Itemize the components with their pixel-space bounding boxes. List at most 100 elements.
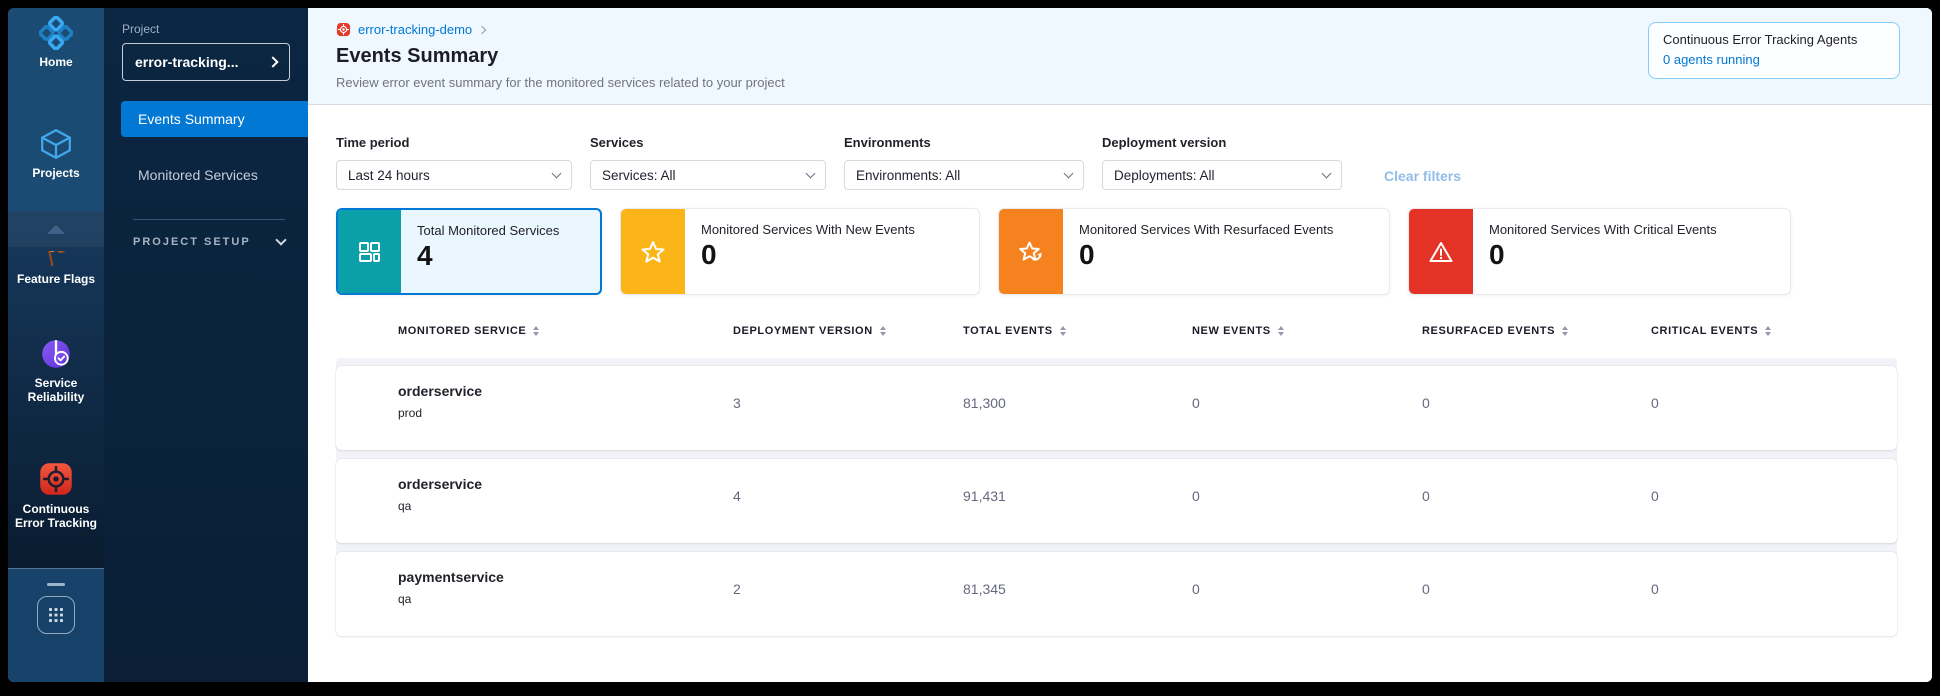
sidebar-module-label: Feature Flags <box>16 272 96 286</box>
cell-deployment-version: 2 <box>733 581 741 597</box>
rail-top-section: Home Projects <box>8 8 104 211</box>
events-table: MONITORED SERVICE DEPLOYMENT VERSION TOT… <box>336 325 1897 636</box>
card-label: Monitored Services With Critical Events <box>1489 222 1717 237</box>
project-caption: Project <box>122 22 160 36</box>
project-setup-label: PROJECT SETUP <box>133 236 251 248</box>
page-title: Events Summary <box>336 45 499 67</box>
card-icon-block <box>1409 209 1473 294</box>
feature-flags-icon <box>41 251 71 267</box>
nav-item-label: Monitored Services <box>138 167 258 183</box>
sort-icon <box>1562 325 1569 337</box>
nav-item-label: Events Summary <box>138 111 245 127</box>
table-row[interactable]: orderservice qa 4 91,431 0 0 0 <box>336 459 1897 543</box>
warning-triangle-icon <box>1429 241 1453 262</box>
nav-item-monitored-services[interactable]: Monitored Services <box>104 157 308 193</box>
deployments-select[interactable]: Deployments: All <box>1102 160 1342 190</box>
agents-status-card: Continuous Error Tracking Agents 0 agent… <box>1648 22 1900 79</box>
scroll-down-icon[interactable] <box>47 583 65 586</box>
card-icon-block <box>621 209 685 294</box>
table-header-row: MONITORED SERVICE DEPLOYMENT VERSION TOT… <box>336 325 1897 337</box>
cell-critical-events: 0 <box>1651 581 1659 597</box>
column-header-deployment-version[interactable]: DEPLOYMENT VERSION <box>733 325 963 337</box>
projects-icon <box>41 129 71 159</box>
column-header-total-events[interactable]: TOTAL EVENTS <box>963 325 1192 337</box>
cell-critical-events: 0 <box>1651 488 1659 504</box>
cell-new-events: 0 <box>1192 488 1200 504</box>
table-row[interactable]: orderservice prod 3 81,300 0 0 0 <box>336 366 1897 450</box>
error-tracking-icon <box>40 463 72 495</box>
summary-cards: Total Monitored Services 4 Monitored Ser… <box>336 208 1932 295</box>
cell-resurfaced-events: 0 <box>1422 581 1430 597</box>
breadcrumb-project-link[interactable]: error-tracking-demo <box>358 22 473 37</box>
column-header-resurfaced-events[interactable]: RESURFACED EVENTS <box>1422 325 1651 337</box>
select-value: Services: All <box>602 167 676 183</box>
sidebar-module-projects[interactable]: Projects <box>8 127 104 180</box>
column-header-monitored-service[interactable]: MONITORED SERVICE <box>398 325 733 337</box>
services-grid-icon <box>359 241 380 262</box>
modules-scroll-up[interactable] <box>8 211 104 247</box>
card-label: Monitored Services With Resurfaced Event… <box>1079 222 1334 237</box>
service-name: orderservice <box>398 476 483 492</box>
clear-filters-button[interactable]: Clear filters <box>1384 168 1462 184</box>
filter-label: Services <box>590 135 644 150</box>
column-header-new-events[interactable]: NEW EVENTS <box>1192 325 1422 337</box>
project-selector[interactable]: error-tracking... <box>122 43 290 81</box>
sidebar-module-label: Service Reliability <box>27 376 85 404</box>
cell-monitored-service: orderservice qa <box>398 459 733 543</box>
chevron-down-icon <box>1063 168 1074 179</box>
agents-running-link[interactable]: 0 agents running <box>1663 52 1760 67</box>
left-rail: Home Projects <box>8 8 104 682</box>
select-value: Environments: All <box>856 167 961 183</box>
rail-bottom-section <box>8 568 104 682</box>
cell-new-events: 0 <box>1192 395 1200 411</box>
card-resurfaced-events[interactable]: Monitored Services With Resurfaced Event… <box>998 208 1390 295</box>
cell-deployment-version: 4 <box>733 488 741 504</box>
home-icon <box>39 16 73 50</box>
sidebar-module-feature-flags[interactable]: Feature Flags <box>8 251 104 286</box>
service-environment: qa <box>398 499 412 513</box>
card-value: 0 <box>1489 239 1505 270</box>
environments-select[interactable]: Environments: All <box>844 160 1084 190</box>
sort-icon <box>533 325 540 337</box>
time-period-select[interactable]: Last 24 hours <box>336 160 572 190</box>
sort-icon <box>1277 325 1284 337</box>
sidebar-module-service-reliability[interactable]: Service Reliability <box>8 337 104 404</box>
chevron-down-icon <box>805 168 816 179</box>
filter-label: Time period <box>336 135 410 150</box>
card-total-monitored-services[interactable]: Total Monitored Services 4 <box>336 208 602 295</box>
sidebar-module-label: Projects <box>32 166 80 180</box>
card-new-events[interactable]: Monitored Services With New Events 0 <box>620 208 980 295</box>
cell-resurfaced-events: 0 <box>1422 395 1430 411</box>
sidebar-module-error-tracking[interactable]: Continuous Error Tracking <box>8 461 104 530</box>
breadcrumb: error-tracking-demo <box>336 22 1932 37</box>
table-row[interactable]: paymentservice qa 2 81,345 0 0 0 <box>336 552 1897 636</box>
sidebar-module-label: Home <box>39 55 73 69</box>
sort-icon <box>879 325 886 337</box>
cell-new-events: 0 <box>1192 581 1200 597</box>
sort-icon <box>1765 325 1772 337</box>
sidebar-module-home[interactable]: Home <box>8 16 104 69</box>
table-body: orderservice prod 3 81,300 0 0 0 orderse… <box>336 358 1897 636</box>
service-reliability-icon <box>42 340 70 368</box>
cell-total-events: 91,431 <box>963 488 1006 504</box>
service-environment: qa <box>398 592 412 606</box>
filter-services: Services Services: All <box>590 135 826 190</box>
module-browser-button[interactable] <box>37 596 75 634</box>
cell-monitored-service: paymentservice qa <box>398 552 733 636</box>
card-icon-block <box>999 209 1063 294</box>
rail-modules-section: Feature Flags Service Reliability <box>8 211 104 568</box>
nav-item-events-summary[interactable]: Events Summary <box>121 101 308 137</box>
card-value: 4 <box>417 240 433 271</box>
project-selector-value: error-tracking... <box>135 54 239 70</box>
select-value: Last 24 hours <box>348 167 430 183</box>
column-header-critical-events[interactable]: CRITICAL EVENTS <box>1651 325 1897 337</box>
card-critical-events[interactable]: Monitored Services With Critical Events … <box>1408 208 1791 295</box>
page-subtitle: Review error event summary for the monit… <box>336 75 785 90</box>
service-name: orderservice <box>398 383 483 399</box>
project-setup-section[interactable]: PROJECT SETUP <box>133 234 308 248</box>
chevron-down-icon <box>551 168 562 179</box>
services-select[interactable]: Services: All <box>590 160 826 190</box>
cell-deployment-version: 3 <box>733 395 741 411</box>
scroll-up-icon <box>47 224 65 234</box>
filter-time-period: Time period Last 24 hours <box>336 135 572 190</box>
